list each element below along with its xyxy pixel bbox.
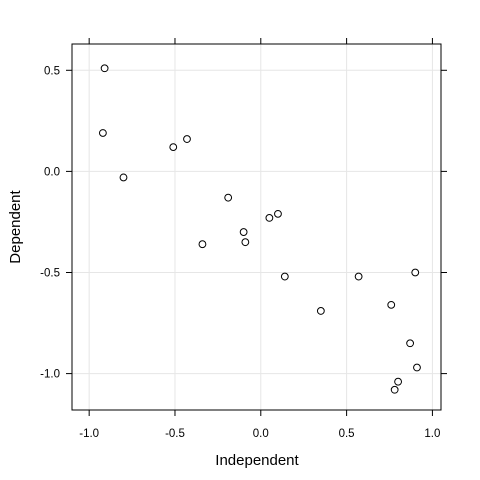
data-point: [119, 173, 128, 182]
data-point: [241, 238, 250, 247]
data-point: [239, 228, 248, 236]
y-tick-label: 0.5: [44, 65, 60, 77]
data-point: [100, 64, 109, 73]
data-point: [406, 339, 415, 348]
grid: [72, 44, 441, 410]
data-points: [98, 64, 421, 394]
data-point: [411, 268, 420, 277]
x-tick-label: 1.0: [424, 428, 440, 440]
x-tick-label: 0.5: [339, 428, 355, 440]
plot-frame: [71, 43, 442, 411]
data-point: [183, 135, 191, 143]
data-point: [265, 214, 274, 222]
data-point: [198, 240, 207, 249]
data-point: [390, 385, 399, 394]
x-axis-title: Independent: [215, 452, 299, 469]
x-tick-label: -1.0: [79, 428, 99, 440]
data-point: [224, 193, 233, 202]
data-point: [98, 129, 107, 137]
data-point: [169, 143, 178, 152]
y-tick-label: -1.0: [40, 369, 60, 381]
data-point: [413, 363, 421, 372]
y-tick-label: 0.0: [44, 166, 60, 178]
x-tick-label: 0.0: [253, 428, 269, 440]
y-tick-label: -0.5: [40, 267, 60, 279]
x-tick-label: -0.5: [165, 428, 185, 440]
data-point: [316, 307, 325, 315]
data-point: [387, 300, 396, 309]
y-axis-title: Dependent: [7, 189, 24, 263]
tick-labels: -1.0 -0.5 0.0 0.5 1.0 0.5 0.0 -0.5 -1.0: [40, 65, 440, 440]
data-point: [394, 377, 402, 386]
axis-ticks: [66, 38, 447, 416]
data-point: [280, 272, 289, 281]
data-point: [354, 272, 363, 281]
data-point: [274, 209, 282, 218]
